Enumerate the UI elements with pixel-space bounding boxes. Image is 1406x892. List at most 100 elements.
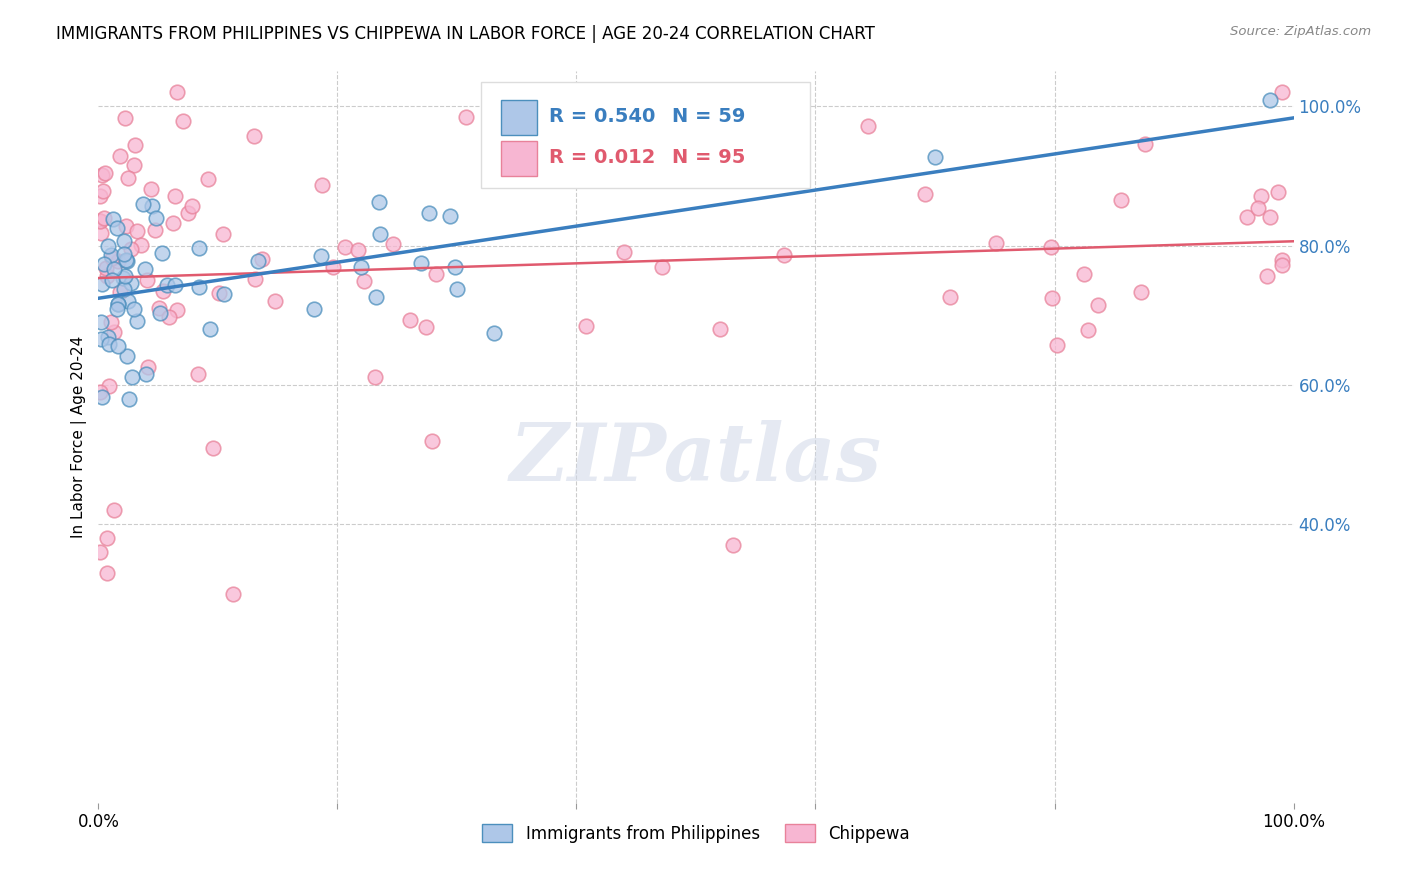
Point	[187, 368, 209, 382]
FancyBboxPatch shape	[501, 141, 537, 176]
Text: R = 0.012: R = 0.012	[548, 148, 655, 167]
Point	[135, 368, 157, 382]
Point	[89, 213, 111, 227]
Point	[93, 211, 115, 225]
Point	[115, 254, 138, 268]
Point	[139, 182, 162, 196]
Point	[364, 369, 387, 384]
Point	[166, 85, 188, 99]
Point	[772, 248, 794, 262]
Point	[120, 243, 142, 257]
Point	[197, 171, 219, 186]
Point	[709, 322, 731, 336]
Point	[1236, 210, 1258, 224]
Point	[120, 276, 142, 290]
Point	[311, 178, 333, 192]
Point	[107, 254, 129, 268]
Point	[96, 566, 118, 580]
Text: N = 59: N = 59	[672, 107, 745, 126]
Point	[97, 239, 120, 253]
Point	[100, 248, 122, 262]
Point	[418, 206, 440, 220]
Point	[105, 302, 128, 317]
Point	[96, 531, 118, 545]
Point	[89, 545, 111, 559]
Point	[107, 221, 129, 235]
Point	[117, 349, 139, 363]
Point	[89, 189, 111, 203]
Point	[125, 224, 148, 238]
Point	[425, 267, 447, 281]
Point	[1271, 85, 1294, 99]
Point	[132, 197, 155, 211]
Point	[157, 310, 180, 324]
FancyBboxPatch shape	[481, 82, 810, 188]
Point	[1258, 210, 1281, 224]
Point	[107, 296, 129, 310]
Point	[1271, 258, 1294, 272]
Point	[1130, 285, 1153, 299]
Text: R = 0.540: R = 0.540	[548, 107, 655, 126]
Point	[90, 390, 112, 404]
Point	[368, 227, 391, 241]
Point	[145, 211, 167, 226]
Point	[347, 243, 370, 257]
Point	[141, 199, 163, 213]
Point	[721, 538, 744, 552]
Point	[1271, 253, 1294, 268]
Point	[96, 268, 118, 283]
Point	[91, 184, 114, 198]
Point	[90, 332, 112, 346]
Point	[242, 128, 264, 143]
Point	[100, 315, 122, 329]
Point	[484, 326, 506, 340]
FancyBboxPatch shape	[501, 100, 537, 135]
Point	[136, 360, 159, 375]
Point	[103, 325, 125, 339]
Point	[200, 321, 222, 335]
Point	[1256, 268, 1278, 283]
Point	[309, 249, 332, 263]
Point	[163, 189, 186, 203]
Point	[148, 301, 170, 315]
Point	[1039, 240, 1062, 254]
Point	[136, 272, 159, 286]
Point	[187, 241, 209, 255]
Point	[90, 168, 112, 182]
Text: Source: ZipAtlas.com: Source: ZipAtlas.com	[1230, 25, 1371, 38]
Point	[118, 392, 141, 406]
Point	[97, 329, 120, 343]
Point	[856, 119, 879, 133]
Point	[399, 313, 422, 327]
Point	[90, 315, 112, 329]
Point	[163, 277, 186, 292]
Point	[112, 234, 135, 248]
Point	[180, 198, 202, 212]
Point	[1247, 201, 1270, 215]
Point	[114, 269, 136, 284]
Point	[1250, 188, 1272, 202]
Point	[411, 256, 433, 270]
Point	[938, 290, 960, 304]
Point	[382, 236, 405, 251]
Point	[1111, 193, 1133, 207]
Point	[162, 216, 184, 230]
Point	[101, 273, 124, 287]
Point	[1073, 267, 1095, 281]
Point	[446, 282, 468, 296]
Point	[924, 150, 946, 164]
Point	[117, 171, 139, 186]
Point	[1258, 93, 1281, 107]
Point	[108, 149, 131, 163]
Point	[1087, 298, 1109, 312]
Point	[112, 247, 135, 261]
Point	[97, 379, 120, 393]
Point	[114, 253, 136, 268]
Point	[112, 282, 135, 296]
Point	[651, 260, 673, 274]
Point	[150, 246, 173, 260]
Point	[208, 286, 231, 301]
Point	[212, 227, 235, 241]
Point	[1267, 185, 1289, 199]
Point	[129, 238, 152, 252]
